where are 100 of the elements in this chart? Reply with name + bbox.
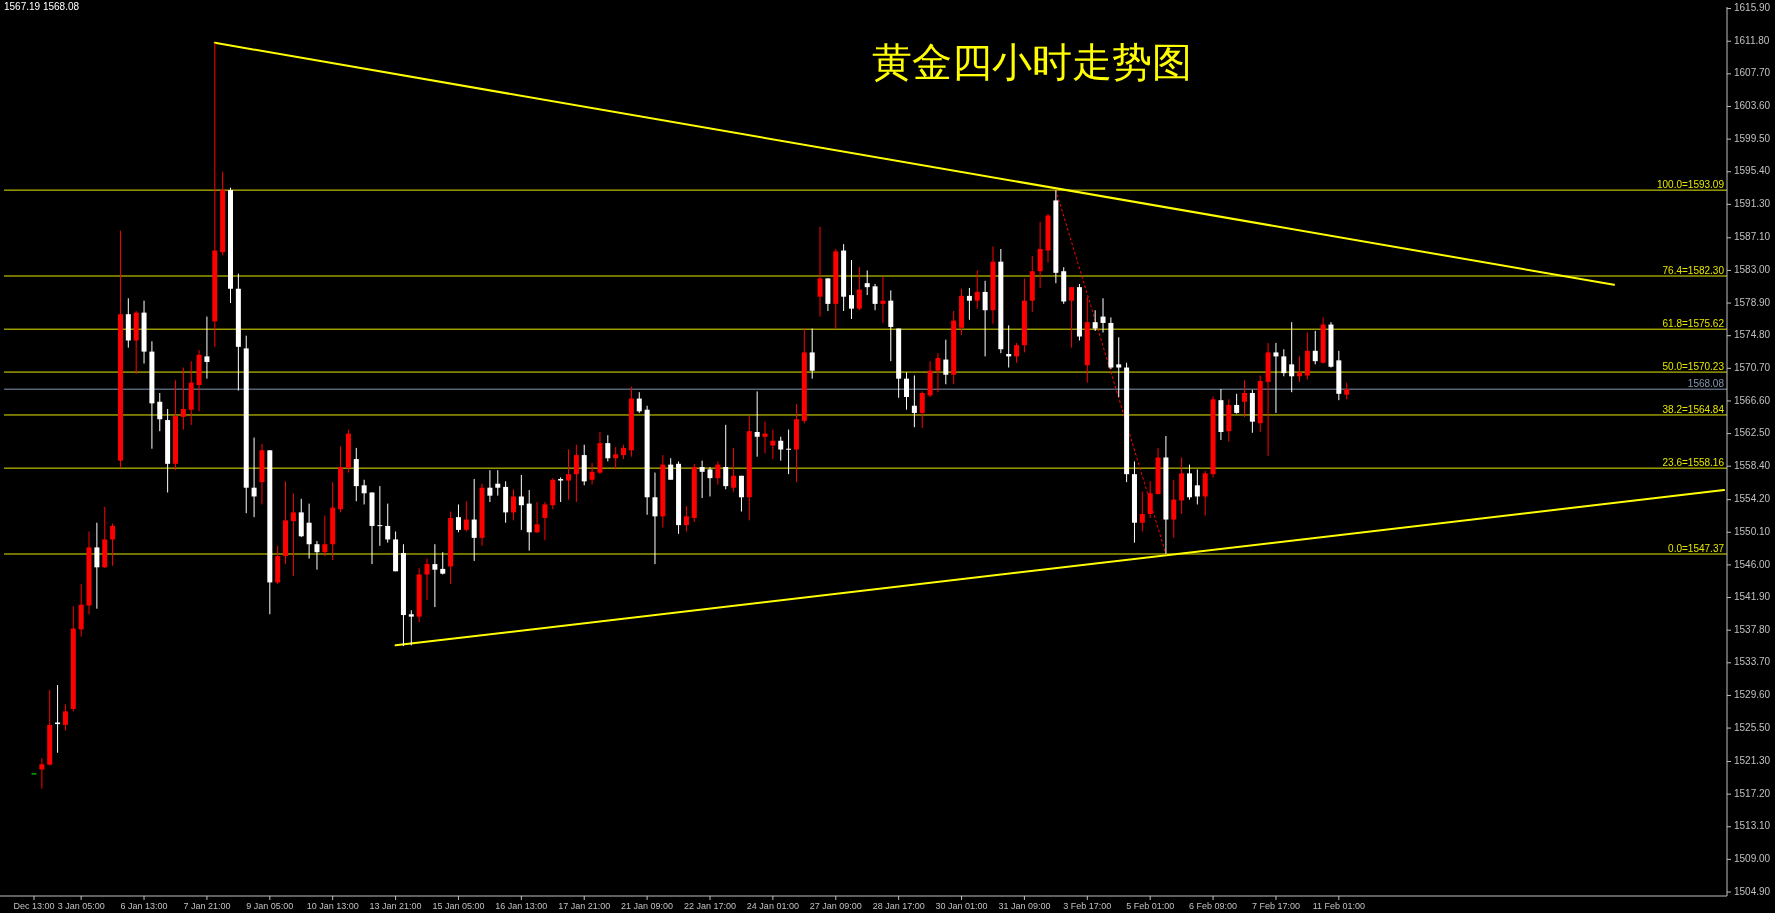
y-tick-label: 1595.40 (1734, 165, 1771, 177)
candlestick (495, 469, 501, 497)
candlestick (110, 523, 116, 567)
y-tick-label: 1558.40 (1734, 459, 1771, 471)
candlestick (848, 259, 854, 320)
candlestick (322, 515, 328, 557)
x-tick-label: 24 Jan 01:00 (746, 901, 799, 911)
candlestick (251, 437, 257, 518)
y-tick-label: 1578.90 (1734, 296, 1771, 308)
y-tick-label: 1541.90 (1734, 591, 1771, 603)
candlestick (471, 478, 477, 562)
x-tick-label: 31 Jan 09:00 (998, 901, 1051, 911)
candlestick (1171, 479, 1177, 539)
candlestick (1069, 286, 1075, 349)
candlestick (904, 371, 910, 411)
y-tick-label: 1599.50 (1734, 132, 1771, 144)
y-tick-label: 1611.80 (1734, 34, 1770, 46)
ref-line-label: 50.0=1570.23 (1662, 361, 1725, 373)
candlestick (636, 391, 642, 414)
candlestick (1139, 491, 1145, 532)
candlestick (817, 226, 823, 318)
candlestick (1312, 330, 1318, 365)
candlestick (455, 503, 461, 533)
candlestick (974, 269, 980, 310)
y-tick-label: 1509.00 (1734, 853, 1771, 865)
candlestick (668, 457, 674, 481)
candlestick (1037, 221, 1043, 289)
candlestick (542, 501, 548, 541)
candlestick (683, 505, 689, 532)
x-tick-label: 27 Jan 09:00 (809, 901, 862, 911)
candlestick (408, 609, 414, 646)
candlestick (385, 503, 391, 544)
candlestick (487, 469, 493, 503)
candlestick (982, 280, 988, 357)
candlestick (361, 479, 367, 505)
candlestick (157, 392, 163, 432)
candlestick (864, 269, 870, 296)
candlestick (1242, 379, 1248, 418)
candlestick (298, 498, 304, 538)
x-tick-label: 22 Jan 17:00 (683, 901, 737, 911)
candlestick (707, 466, 713, 497)
candlestick (872, 283, 878, 311)
candlestick (1014, 342, 1020, 364)
ref-line-label: 1568.08 (1687, 378, 1725, 390)
ref-line-label: 0.0=1547.37 (1668, 543, 1725, 555)
candlestick (966, 287, 972, 321)
y-tick-label: 1587.10 (1734, 231, 1771, 243)
text: 黄金四小时走势图 (872, 39, 1192, 85)
candlestick (180, 367, 186, 431)
y-tick-label: 1550.10 (1734, 525, 1771, 537)
candlestick (809, 328, 815, 380)
candlestick (62, 703, 68, 731)
candlestick (754, 390, 760, 458)
candlestick (534, 501, 540, 534)
candlestick (1234, 393, 1240, 415)
candlestick (1092, 309, 1098, 332)
candlestick (1147, 480, 1153, 519)
candlestick (605, 434, 611, 462)
candlestick (94, 522, 100, 610)
x-tick-label: 9 Jan 05:00 (246, 901, 294, 911)
candlestick (1194, 468, 1200, 505)
y-tick-label: 1533.70 (1734, 656, 1771, 668)
candlestick (1116, 336, 1122, 398)
x-tick-label: 3 Jan 05:00 (57, 901, 105, 911)
x-tick-label: 13 Jan 21:00 (369, 901, 422, 911)
candlestick (290, 492, 296, 577)
x-tick-label: 21 Jan 09:00 (621, 901, 674, 911)
candlestick (432, 543, 438, 608)
x-tick-label: 3 Feb 17:00 (1063, 901, 1112, 911)
x-tick-label: 15 Jan 05:00 (432, 901, 485, 911)
candlestick (856, 266, 862, 311)
candlestick (463, 500, 469, 532)
x-tick-label: Dec 13:00 (13, 901, 55, 911)
x-tick-label: 5 Feb 01:00 (1126, 901, 1175, 911)
candlestick (510, 488, 516, 521)
x-tick-label: 7 Feb 17:00 (1251, 901, 1300, 911)
candlestick (204, 316, 210, 380)
candlestick (943, 339, 949, 385)
y-tick-label: 1603.60 (1734, 100, 1771, 112)
ref-line-label: 38.2=1564.84 (1662, 403, 1725, 415)
candlestick (39, 757, 45, 790)
candlestick (1202, 470, 1208, 517)
candlestick (762, 421, 768, 454)
y-tick-label: 1529.60 (1734, 689, 1771, 701)
y-tick-label: 1562.50 (1734, 427, 1771, 439)
candlestick (314, 540, 320, 571)
candlestick (911, 374, 917, 428)
candlestick (1100, 297, 1106, 334)
candlestick (770, 429, 776, 460)
y-tick-label: 1591.30 (1734, 198, 1771, 210)
candlestick (786, 429, 792, 475)
ref-line-label: 23.6=1558.16 (1662, 457, 1725, 469)
candlestick (935, 352, 941, 393)
candlestick (306, 503, 312, 560)
candlestick (613, 446, 619, 470)
candlestick (1281, 348, 1287, 377)
x-tick-label: 7 Jan 21:00 (183, 901, 231, 911)
y-tick-label: 1574.80 (1734, 329, 1771, 341)
candlestick (566, 449, 572, 501)
candlestick (1273, 342, 1279, 414)
